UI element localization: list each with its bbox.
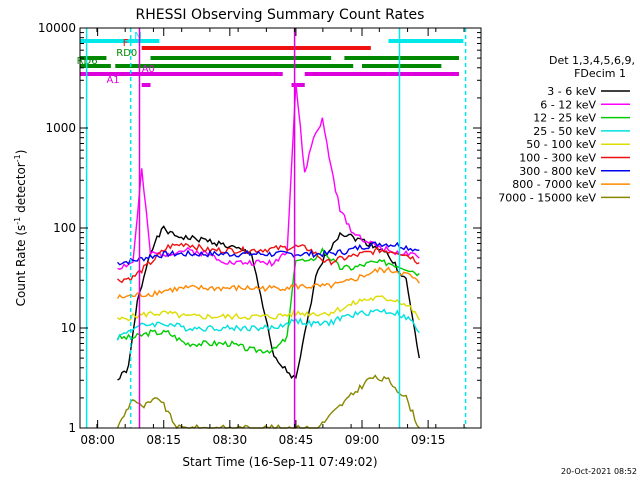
- legend-header-line2: FDecim 1: [574, 67, 626, 80]
- series-line: [116, 266, 420, 299]
- legend-label: 800 - 7000 keV: [512, 178, 596, 191]
- flag-label-a0: A0: [142, 64, 155, 75]
- flag-label-rd0: RD0: [116, 48, 137, 59]
- legend-label: 7000 - 15000 keV: [498, 191, 596, 204]
- y-axis-label-close: ): [14, 150, 28, 155]
- x-tick-label: 08:45: [279, 433, 314, 447]
- timestamp: 20-Oct-2021 08:52: [561, 467, 637, 476]
- series-line: [116, 374, 420, 430]
- legend-label: 25 - 50 keV: [533, 125, 596, 138]
- y-axis-label-sup1: -1: [13, 217, 22, 225]
- x-tick-label: 08:15: [146, 433, 181, 447]
- x-tick-label: 09:15: [411, 433, 446, 447]
- flag-label-n: N: [134, 31, 141, 42]
- y-tick-label: 1: [68, 421, 76, 435]
- x-tick-label: 08:00: [80, 433, 115, 447]
- x-axis-ticks: 08:00 08:15 08:30 08:45 09:00 09:15: [80, 28, 465, 447]
- series-line: [117, 83, 420, 270]
- legend-label: 12 - 25 keV: [533, 112, 596, 125]
- x-axis-label: Start Time (16-Sep-11 07:49:02): [182, 455, 377, 469]
- legend-label: 3 - 6 keV: [547, 85, 596, 98]
- chart-title: RHESSI Observing Summary Count Rates: [136, 7, 425, 23]
- legend-label: 300 - 800 keV: [519, 165, 596, 178]
- y-axis-label: Count Rate (s-1 detector-1): [13, 150, 28, 307]
- series-line: [116, 241, 420, 266]
- legend-label: 100 - 300 keV: [519, 152, 596, 165]
- legend-label: 50 - 100 keV: [526, 138, 596, 151]
- y-axis-label-sup2: -1: [13, 154, 22, 162]
- flag-label-a1: A1: [106, 75, 119, 86]
- x-tick-label: 09:00: [345, 433, 380, 447]
- y-axis-label-mid: detector: [14, 162, 28, 217]
- flag-label-f: F: [123, 38, 129, 49]
- y-tick-label: 10: [61, 321, 76, 335]
- y-tick-label: 100: [53, 221, 76, 235]
- series-line: [116, 247, 420, 355]
- series-line: [117, 295, 420, 322]
- y-tick-label: 1000: [45, 121, 76, 135]
- series-line: [117, 242, 420, 284]
- series-line: [117, 225, 420, 381]
- series-lines: [116, 83, 420, 430]
- legend-header-line1: Det 1,3,4,5,6,9,: [549, 54, 635, 67]
- attenuator-markers: [85, 28, 467, 428]
- y-axis-ticks: 1 10 100 1000 10000: [38, 21, 481, 435]
- instrument-flags: NFRD0RD6A0A1: [77, 31, 464, 87]
- y-tick-label: 10000: [38, 21, 76, 35]
- x-tick-label: 08:30: [213, 433, 248, 447]
- y-axis-label-main: Count Rate (s: [14, 225, 28, 307]
- series-line: [116, 308, 420, 341]
- legend-label: 6 - 12 keV: [540, 98, 596, 111]
